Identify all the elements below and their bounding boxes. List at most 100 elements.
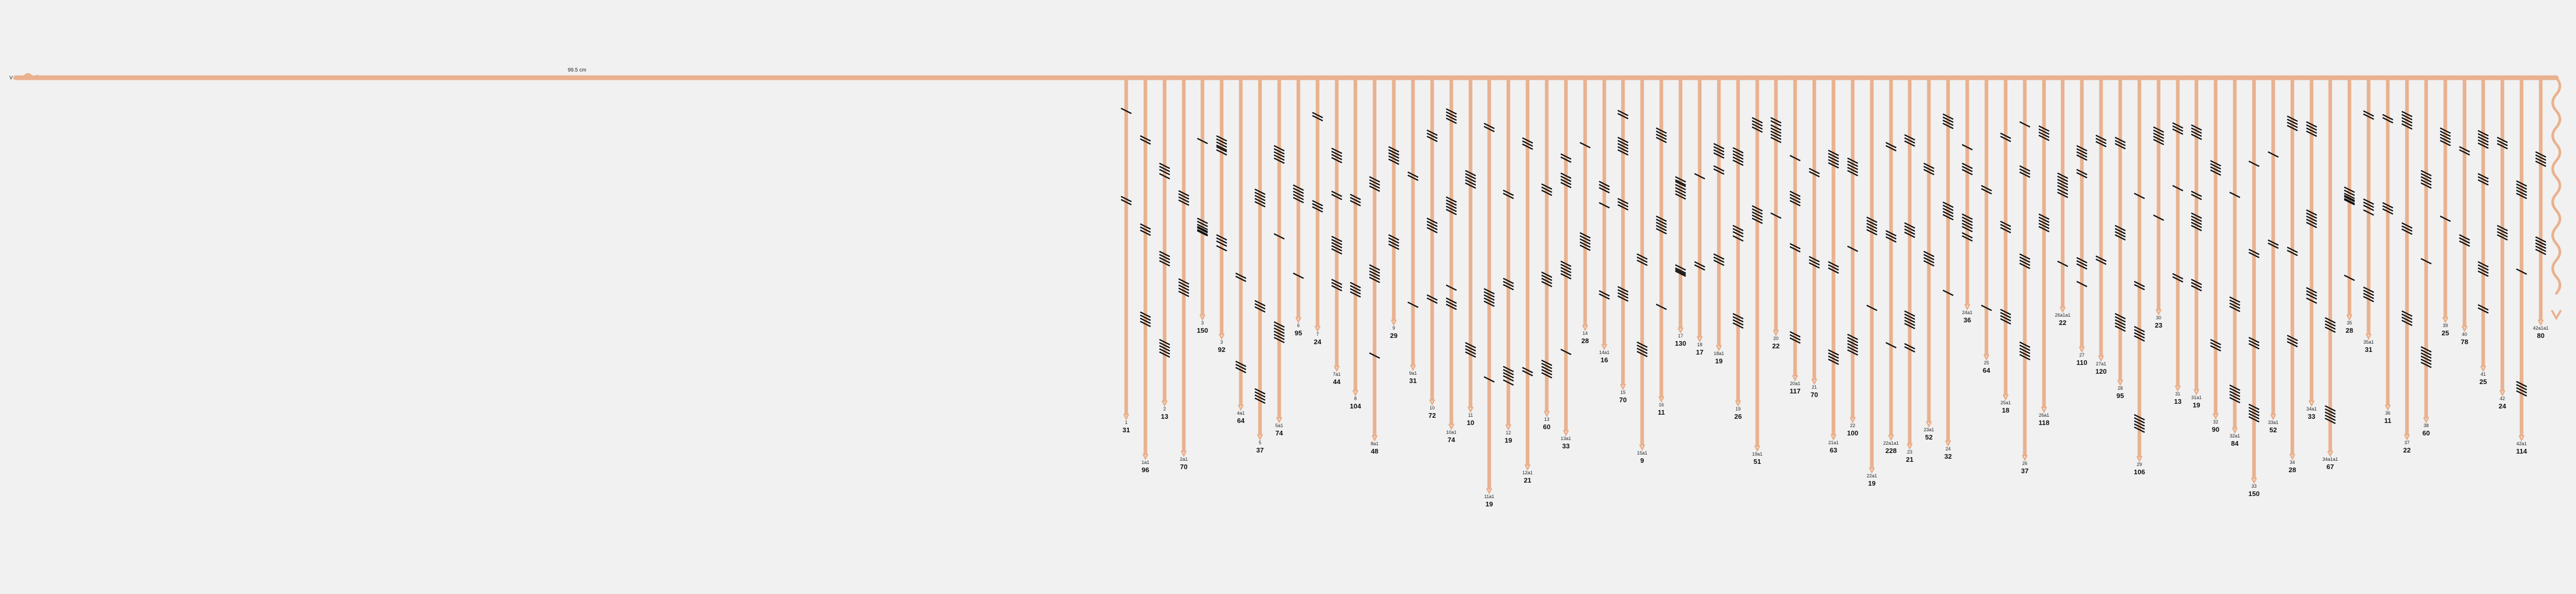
- branch-id-label: 1: [1125, 420, 1127, 425]
- tick-mark: [1178, 193, 1189, 200]
- tick-mark: [1446, 114, 1457, 121]
- tick-mark: [1942, 201, 1954, 208]
- tick-mark: [2038, 225, 2050, 233]
- tick-mark: [1828, 162, 1839, 169]
- tick-mark: [2248, 340, 2260, 347]
- branch-id-label: 41: [2481, 372, 2486, 377]
- tick-mark: [2363, 198, 2374, 205]
- branch-id-label: 9a1: [1409, 371, 1417, 376]
- branch-value-label: 72: [1429, 412, 1436, 419]
- tick-mark: [1904, 140, 1915, 147]
- tick-mark: [1388, 158, 1399, 165]
- tick-mark: [2401, 222, 2413, 229]
- tick-mark: [1254, 197, 1266, 205]
- tick-mark: [2000, 223, 2011, 231]
- tick-mark: [2115, 228, 2126, 235]
- branch-value-label: 150: [1197, 327, 1208, 334]
- tick-mark: [1962, 225, 1973, 233]
- tick-mark: [1178, 190, 1189, 197]
- branch-id-label: 5a1: [1275, 423, 1283, 428]
- tick-mark: [1465, 351, 1476, 358]
- branch-id-label: 34a1: [2306, 406, 2317, 412]
- tick-mark: [1675, 264, 1686, 271]
- branch-id-label: 40: [2462, 332, 2467, 337]
- tick-mark: [2115, 224, 2126, 232]
- tick-mark: [1981, 188, 1992, 195]
- tick-mark: [1732, 231, 1744, 238]
- tick-mark: [1273, 321, 1285, 328]
- tick-mark: [1446, 205, 1457, 213]
- tick-mark: [1962, 168, 1973, 176]
- branch-value-label: 11: [2384, 417, 2391, 425]
- connector-icon: [1181, 450, 1187, 458]
- tick-mark: [1407, 171, 1419, 178]
- tick-mark: [1617, 112, 1629, 120]
- tick-mark: [1789, 331, 1801, 338]
- main-cable: V 99.5 cm: [9, 67, 2561, 321]
- tick-mark: [1293, 272, 1304, 279]
- tick-mark: [1713, 143, 1725, 150]
- connector-icon: [2518, 435, 2525, 442]
- tick-mark: [2115, 319, 2126, 326]
- tick-mark: [1178, 281, 1189, 288]
- tick-mark: [2019, 121, 2031, 128]
- branch-id-label: 33a1: [2268, 420, 2278, 425]
- tick-mark: [1388, 146, 1399, 153]
- tick-mark: [2115, 143, 2126, 150]
- tick-mark: [1541, 183, 1552, 190]
- tick-mark: [2229, 384, 2241, 391]
- branch-value-label: 114: [2516, 447, 2528, 455]
- tick-mark: [2000, 132, 2011, 139]
- tick-mark: [1159, 253, 1170, 261]
- tick-mark: [2229, 390, 2241, 398]
- tick-mark: [2363, 286, 2374, 293]
- connector-icon: [1352, 390, 1359, 397]
- tick-mark: [1159, 250, 1170, 258]
- tick-mark: [2497, 228, 2508, 235]
- tick-mark: [1579, 241, 1591, 248]
- tick-mark: [1656, 127, 1667, 134]
- tick-mark: [1904, 346, 1915, 353]
- tick-mark: [1732, 159, 1744, 166]
- branch-value-label: 19: [1868, 479, 1875, 487]
- tick-mark: [2115, 313, 2126, 320]
- tick-mark: [1675, 270, 1686, 277]
- branch-value-label: 28: [2346, 327, 2353, 334]
- tick-mark: [2038, 219, 2050, 227]
- tick-mark: [1636, 350, 1648, 358]
- connector-icon: [2251, 477, 2257, 485]
- tick-mark: [1254, 300, 1266, 307]
- tick-mark: [1694, 173, 1705, 180]
- tick-mark: [1675, 193, 1686, 200]
- tick-mark: [2191, 133, 2202, 140]
- tick-mark: [1752, 120, 1763, 127]
- branch-id-label: 24a1: [1962, 310, 1972, 315]
- branch-value-label: 10: [1467, 419, 1474, 427]
- branch-value-label: 95: [2117, 392, 2124, 400]
- tick-mark: [1962, 165, 1973, 173]
- connector-icon: [1926, 421, 1932, 428]
- tick-mark: [1426, 220, 1438, 228]
- connector-icon: [1544, 411, 1550, 418]
- tick-mark: [1446, 208, 1457, 216]
- tick-mark: [2440, 139, 2451, 147]
- tick-mark: [1426, 297, 1438, 304]
- tick-mark: [2420, 349, 2432, 356]
- tick-mark: [1789, 200, 1801, 207]
- tick-mark: [1388, 240, 1399, 247]
- connector-icon: [1754, 445, 1760, 452]
- branch-value-label: 52: [2270, 426, 2277, 434]
- branch-id-label: 13: [1544, 417, 1549, 422]
- tick-mark: [1904, 231, 1915, 238]
- tick-mark: [1599, 290, 1610, 297]
- tick-mark: [1503, 375, 1514, 382]
- tick-mark: [2191, 127, 2202, 134]
- tick-mark: [1140, 320, 1151, 328]
